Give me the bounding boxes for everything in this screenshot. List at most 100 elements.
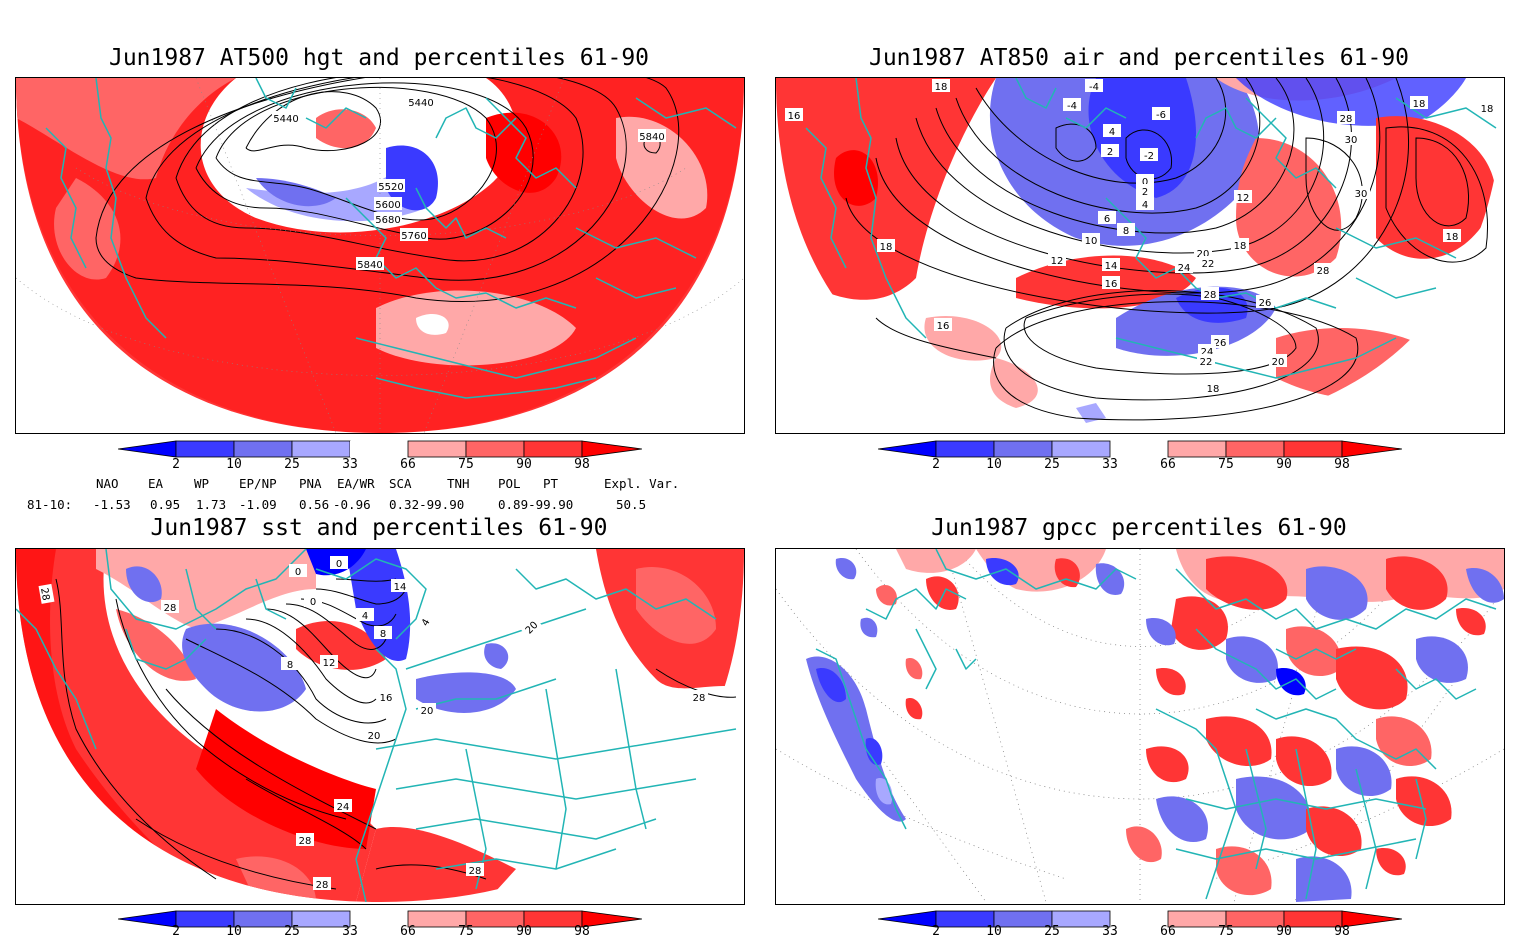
contour-label: 5440 (273, 114, 298, 125)
colorbar-sst: 2 10 25 33 66 75 90 98 (117, 910, 643, 940)
index-header: SCA (389, 476, 412, 491)
contour-label: 2 (1107, 147, 1113, 158)
colorbar-tick-label: 90 (516, 924, 532, 939)
contour-label: 4 (1109, 127, 1115, 138)
colorbar-tick-label: 10 (226, 924, 242, 939)
contour-label: 4 (362, 611, 368, 622)
colorbar-tick-label: 33 (342, 924, 358, 939)
contour-label: 28 (693, 693, 706, 704)
contour-label: 28 (38, 587, 51, 601)
contour-label: 18 (1481, 104, 1494, 115)
index-header: PNA (299, 476, 322, 491)
colorbar-tick-label: 98 (574, 457, 590, 472)
map-panel-500hgt: 5440 5440 5840 5520 5600 5680 5760 5840 (15, 77, 745, 434)
index-header: EP/NP (239, 476, 277, 491)
contour-label: 5440 (408, 98, 433, 109)
contour-label: -4 (1089, 82, 1099, 93)
contour-label: 0 (295, 567, 301, 578)
contour-label: 28 (469, 866, 482, 877)
colorbar-gpcc: 2 10 25 33 66 75 90 98 (877, 910, 1403, 940)
contour-label: 30 (1345, 135, 1358, 146)
index-header: EA/WR (337, 476, 375, 491)
colorbar-tick-label: 75 (1218, 457, 1234, 472)
contour-label: 24 (1178, 263, 1191, 274)
colorbar-tick-label: 90 (1276, 924, 1292, 939)
index-header: EA (148, 476, 164, 491)
contour-label: 28 (1340, 114, 1353, 125)
contour-label: 5760 (401, 231, 426, 242)
index-header: WP (194, 476, 210, 491)
contour-label: 18 (1413, 99, 1426, 110)
contour-label: 12 (1237, 193, 1250, 204)
colorbar-tick-label: 2 (172, 457, 180, 472)
contour-label: 18 (1207, 384, 1220, 395)
index-header: Expl. Var. (604, 476, 680, 491)
colorbar-tick-label: 75 (1218, 924, 1234, 939)
contour-label: 20 (421, 706, 434, 717)
contour-label: 28 (1204, 290, 1217, 301)
contour-label: 16 (788, 111, 801, 122)
contour-label: 4 (420, 617, 433, 628)
contour-label: 18 (935, 82, 948, 93)
colorbar-tick-label: 33 (1102, 924, 1118, 939)
colorbar-tick-label: 2 (932, 457, 940, 472)
contour-label: 5840 (639, 132, 664, 143)
contour-label: -2 (1144, 151, 1154, 162)
colorbar-850air: 2 10 25 33 66 75 90 98 (877, 440, 1403, 480)
contour-label: 12 (323, 658, 336, 669)
colorbar-tick-label: 66 (1160, 924, 1176, 939)
contour-label: 10 (1085, 236, 1098, 247)
contour-label: 18 (1234, 241, 1247, 252)
colorbar-tick-label: 90 (516, 457, 532, 472)
contour-label: 18 (1446, 232, 1459, 243)
contour-label: 20 (1197, 249, 1210, 260)
contour-label: 24 (337, 802, 350, 813)
contour-label: 22 (1202, 259, 1215, 270)
index-header: PT (543, 476, 559, 491)
contour-label: 20 (1272, 357, 1285, 368)
index-value: 0.56 (299, 497, 330, 512)
contour-label: 5520 (378, 182, 403, 193)
contour-label: 28 (316, 880, 329, 891)
colorbar-tick-label: 75 (458, 457, 474, 472)
contour-label: 5840 (357, 260, 382, 271)
contour-label: 22 (1200, 357, 1213, 368)
contour-label: 2 (1142, 187, 1148, 198)
colorbar-tick-label: 25 (1044, 457, 1060, 472)
contour-label: 14 (394, 582, 407, 593)
index-value: -0.96 (333, 497, 371, 512)
contour-label: 26 (1214, 338, 1227, 349)
colorbar-tick-label: 2 (932, 924, 940, 939)
colorbar-tick-label: 25 (284, 924, 300, 939)
contour-label: 4 (1142, 200, 1148, 211)
colorbar-500hgt: 2 10 25 33 66 75 90 98 (117, 440, 643, 480)
map-panel-gpcc (775, 548, 1505, 905)
colorbar-tick-label: 90 (1276, 457, 1292, 472)
contour-label: 16 (937, 321, 950, 332)
index-value: 0.95 (150, 497, 181, 512)
colorbar-tick-label: 10 (986, 457, 1002, 472)
contour-label: 20 (368, 731, 381, 742)
index-header: POL (498, 476, 521, 491)
contour-label: -4 (1067, 101, 1077, 112)
contour-label: 30 (1355, 189, 1368, 200)
index-value: 0.32-99.90 (389, 497, 465, 512)
contour-label: 12 (1051, 256, 1064, 267)
panel-title-gpcc: Jun1987 gpcc percentiles 61-90 (931, 515, 1347, 541)
contour-label: 26 (1259, 298, 1272, 309)
colorbar-tick-label: 66 (400, 924, 416, 939)
contour-label: 28 (1317, 266, 1330, 277)
colorbar-tick-label: 98 (1334, 924, 1350, 939)
panel-title-500hgt: Jun1987 AT500 hgt and percentiles 61-90 (108, 45, 650, 71)
contour-label: 0 (336, 559, 342, 570)
index-value: 50.5 (616, 497, 647, 512)
colorbar-tick-label: 75 (458, 924, 474, 939)
contour-label: 0 (310, 597, 316, 608)
contour-label: 5680 (375, 215, 400, 226)
index-header: NAO (96, 476, 119, 491)
map-panel-sst: 28 28 0 0 0 14 4 8 8 12 16 20 20 24 28 2… (15, 548, 745, 905)
colorbar-tick-label: 25 (1044, 924, 1060, 939)
index-row-label: 81-10: (27, 497, 73, 512)
colorbar-tick-label: 25 (284, 457, 300, 472)
colorbar-tick-label: 10 (986, 924, 1002, 939)
